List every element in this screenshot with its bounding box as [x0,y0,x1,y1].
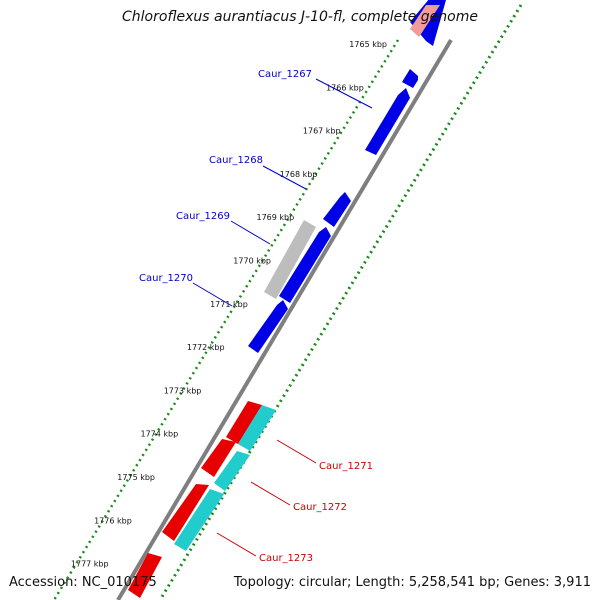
gene-label[interactable]: Caur_1273 [259,553,313,564]
kbp-ruler-ring [52,39,400,600]
kbp-tick-label: 1772 kbp [187,343,225,352]
kbp-tick-label: 1777 kbp [71,560,109,569]
gene-feature-caur-1267b[interactable] [365,88,410,155]
gene-feature-caur-1270[interactable] [248,300,288,353]
gene-feature-caur-1271[interactable] [226,401,262,444]
kbp-tick-label: 1776 kbp [94,516,132,525]
gene-feature-forward-light[interactable] [410,5,440,37]
leader-line [216,532,257,557]
genome-backbone [116,38,453,600]
rna-feature-caur-1273[interactable] [174,489,224,551]
leader-line [315,78,373,109]
gene-feature-caur-1273[interactable] [128,553,162,598]
gene-label[interactable]: Caur_1269 [176,211,230,222]
gene-label[interactable]: Caur_1270 [139,273,193,284]
forward-strand-features [248,0,446,353]
leader-line [250,481,291,506]
gene-feature-caur-1267[interactable] [402,69,418,88]
leader-line [262,165,307,190]
gene-feature-caur-1268[interactable] [323,192,351,227]
reverse-strand-features [128,401,276,598]
map-title: Chloroflexus aurantiacus J-10-fl, comple… [122,9,478,25]
gene-feature-other[interactable] [264,220,316,299]
leader-line [192,282,233,307]
gene-feature-caur-1269[interactable] [279,227,331,303]
rna-feature-caur-1271[interactable] [238,405,276,451]
gene-label[interactable]: Caur_1271 [319,461,373,472]
gene-labels: Caur_1267 Caur_1268 Caur_1269 Caur_1270 … [139,69,373,564]
gene-label[interactable]: Caur_1272 [293,502,347,513]
accession-text: Accession: NC_010175 [9,575,157,590]
leader-line [230,220,271,245]
gene-feature-caur-1272[interactable] [162,484,209,541]
kbp-tick-label: 1767 kbp [303,127,341,136]
kbp-tick-label: 1766 kbp [326,83,364,92]
kbp-tick-label: 1770 kbp [233,257,271,266]
gene-feature-caur-1271b[interactable] [201,439,236,477]
gene-label[interactable]: Caur_1267 [258,69,312,80]
kbp-tick-label: 1773 kbp [164,386,202,395]
kbp-tick-label: 1765 kbp [349,40,387,49]
genome-summary-text: Topology: circular; Length: 5,258,541 bp… [233,575,591,590]
rna-feature-caur-1272[interactable] [214,451,250,491]
kbp-tick-label: 1775 kbp [117,473,155,482]
gene-label[interactable]: Caur_1268 [209,155,263,166]
kbp-tick-label: 1774 kbp [140,430,178,439]
kbp-tick-label: 1769 kbp [256,213,294,222]
kbp-tick-label: 1768 kbp [280,170,318,179]
outer-ruler-ring [158,4,523,600]
leader-line [276,439,317,464]
